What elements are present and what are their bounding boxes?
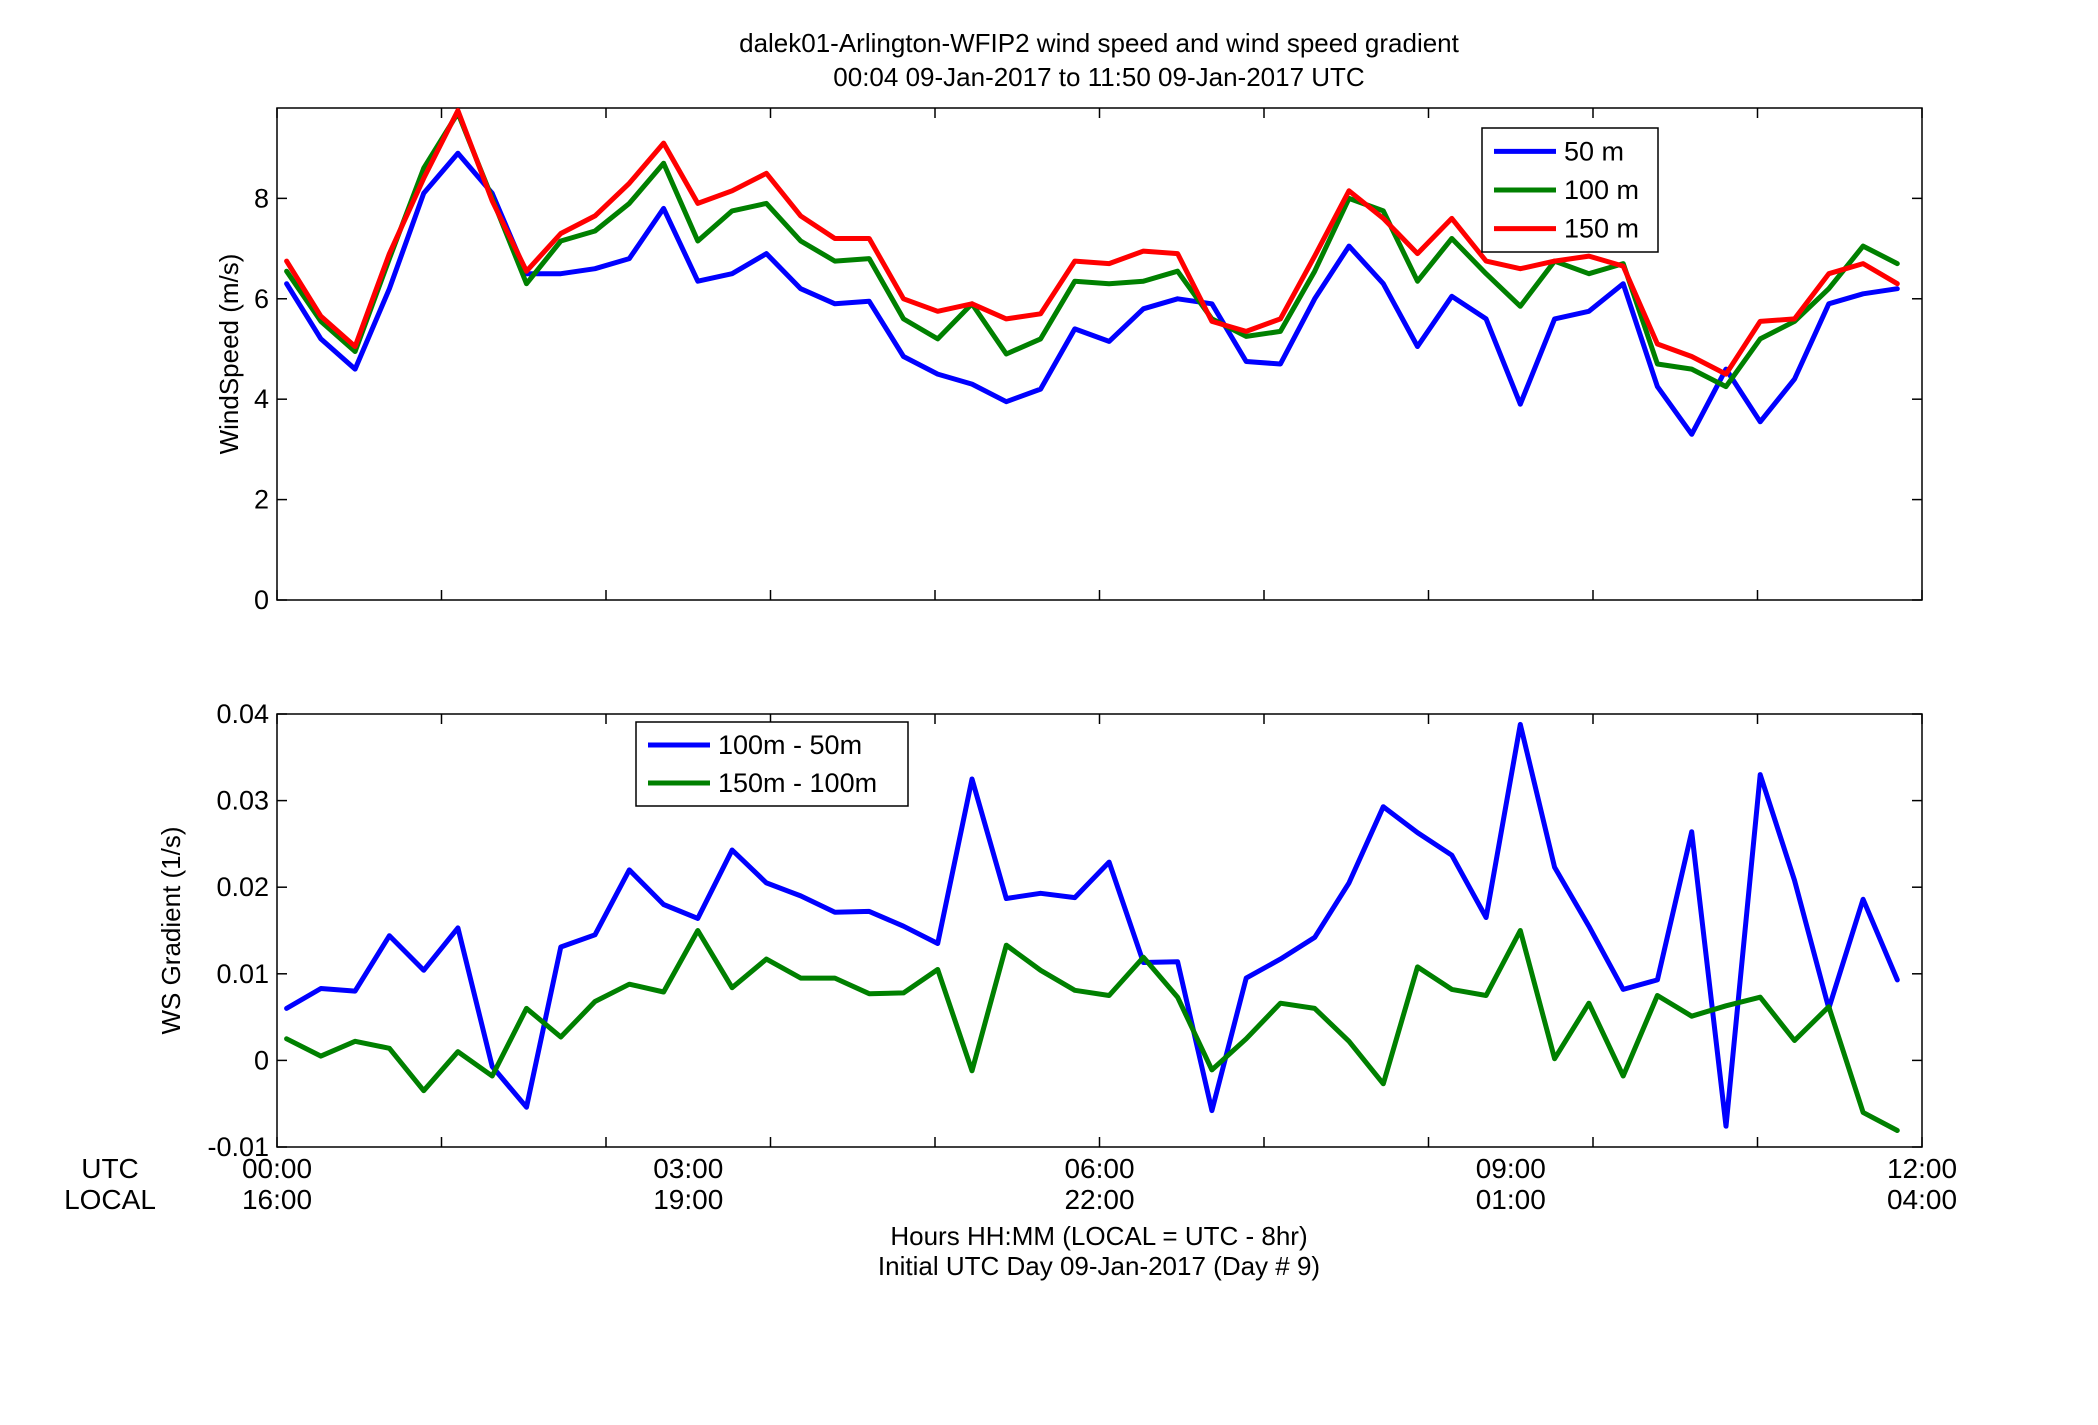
series-line-50-m (284, 150, 1900, 437)
y-tick-label: 0.04 (216, 699, 269, 729)
chart-title-line1: dalek01-Arlington-WFIP2 wind speed and w… (739, 28, 1460, 58)
y-tick-label: 0 (254, 585, 269, 615)
legend: 100m - 50m 150m - 100m (635, 721, 909, 807)
y-tick-label: -0.01 (207, 1132, 269, 1162)
y-tick-label: 0.02 (216, 872, 269, 902)
series-line-150-m (284, 108, 1900, 377)
local-tick-label: 04:00 (1887, 1184, 1957, 1215)
utc-tick-label: 09:00 (1476, 1153, 1546, 1184)
x-axis-label-line2: Initial UTC Day 09-Jan-2017 (Day # 9) (878, 1251, 1320, 1281)
y-tick-label: 8 (254, 183, 269, 213)
utc-row-label: UTC (81, 1153, 139, 1184)
legend-label: 50 m (1564, 136, 1624, 166)
local-tick-label: 22:00 (1064, 1184, 1134, 1215)
legend-box (635, 721, 909, 807)
plot-area-frame (276, 713, 1923, 1148)
series-line-100m-50m (284, 721, 1900, 1129)
local-row-label: LOCAL (64, 1184, 156, 1215)
local-tick-label: 16:00 (242, 1184, 312, 1215)
local-tick-label: 19:00 (653, 1184, 723, 1215)
legend: 50 m 100 m 150 m (1481, 127, 1659, 253)
y-tick-label: 0 (254, 1045, 269, 1075)
utc-tick-label: 00:00 (242, 1153, 312, 1184)
y-tick-label: 0.01 (216, 959, 269, 989)
utc-tick-label: 03:00 (653, 1153, 723, 1184)
plot-area-frame (276, 107, 1923, 601)
y-tick-label: 0.03 (216, 786, 269, 816)
windspeed-panel: 0 2 4 6 8 WindSpeed (m/s) 50 m 100 m 150 m (214, 107, 1923, 615)
gradient-panel: -0.01 0 0.01 0.02 0.03 0.04 WS Gradient (1/s) 1… (156, 699, 1923, 1162)
y-tick-label: 2 (254, 485, 269, 515)
local-tick-label: 01:00 (1476, 1184, 1546, 1215)
y-axis-label: WS Gradient (1/s) (156, 826, 186, 1034)
legend-label: 100m - 50m (718, 730, 862, 760)
y-tick-label: 4 (254, 384, 269, 414)
legend-label: 150 m (1564, 214, 1639, 244)
utc-tick-label: 12:00 (1887, 1153, 1957, 1184)
x-axis-label-line1: Hours HH:MM (LOCAL = UTC - 8hr) (890, 1221, 1307, 1251)
y-axis-label: WindSpeed (m/s) (214, 254, 244, 455)
series-line-150m-100m (284, 928, 1900, 1133)
legend-label: 150m - 100m (718, 768, 877, 798)
y-tick-label: 6 (254, 284, 269, 314)
utc-tick-label: 06:00 (1064, 1153, 1134, 1184)
chart-title-line2: 00:04 09-Jan-2017 to 11:50 09-Jan-2017 U… (833, 62, 1364, 92)
legend-label: 100 m (1564, 175, 1639, 205)
